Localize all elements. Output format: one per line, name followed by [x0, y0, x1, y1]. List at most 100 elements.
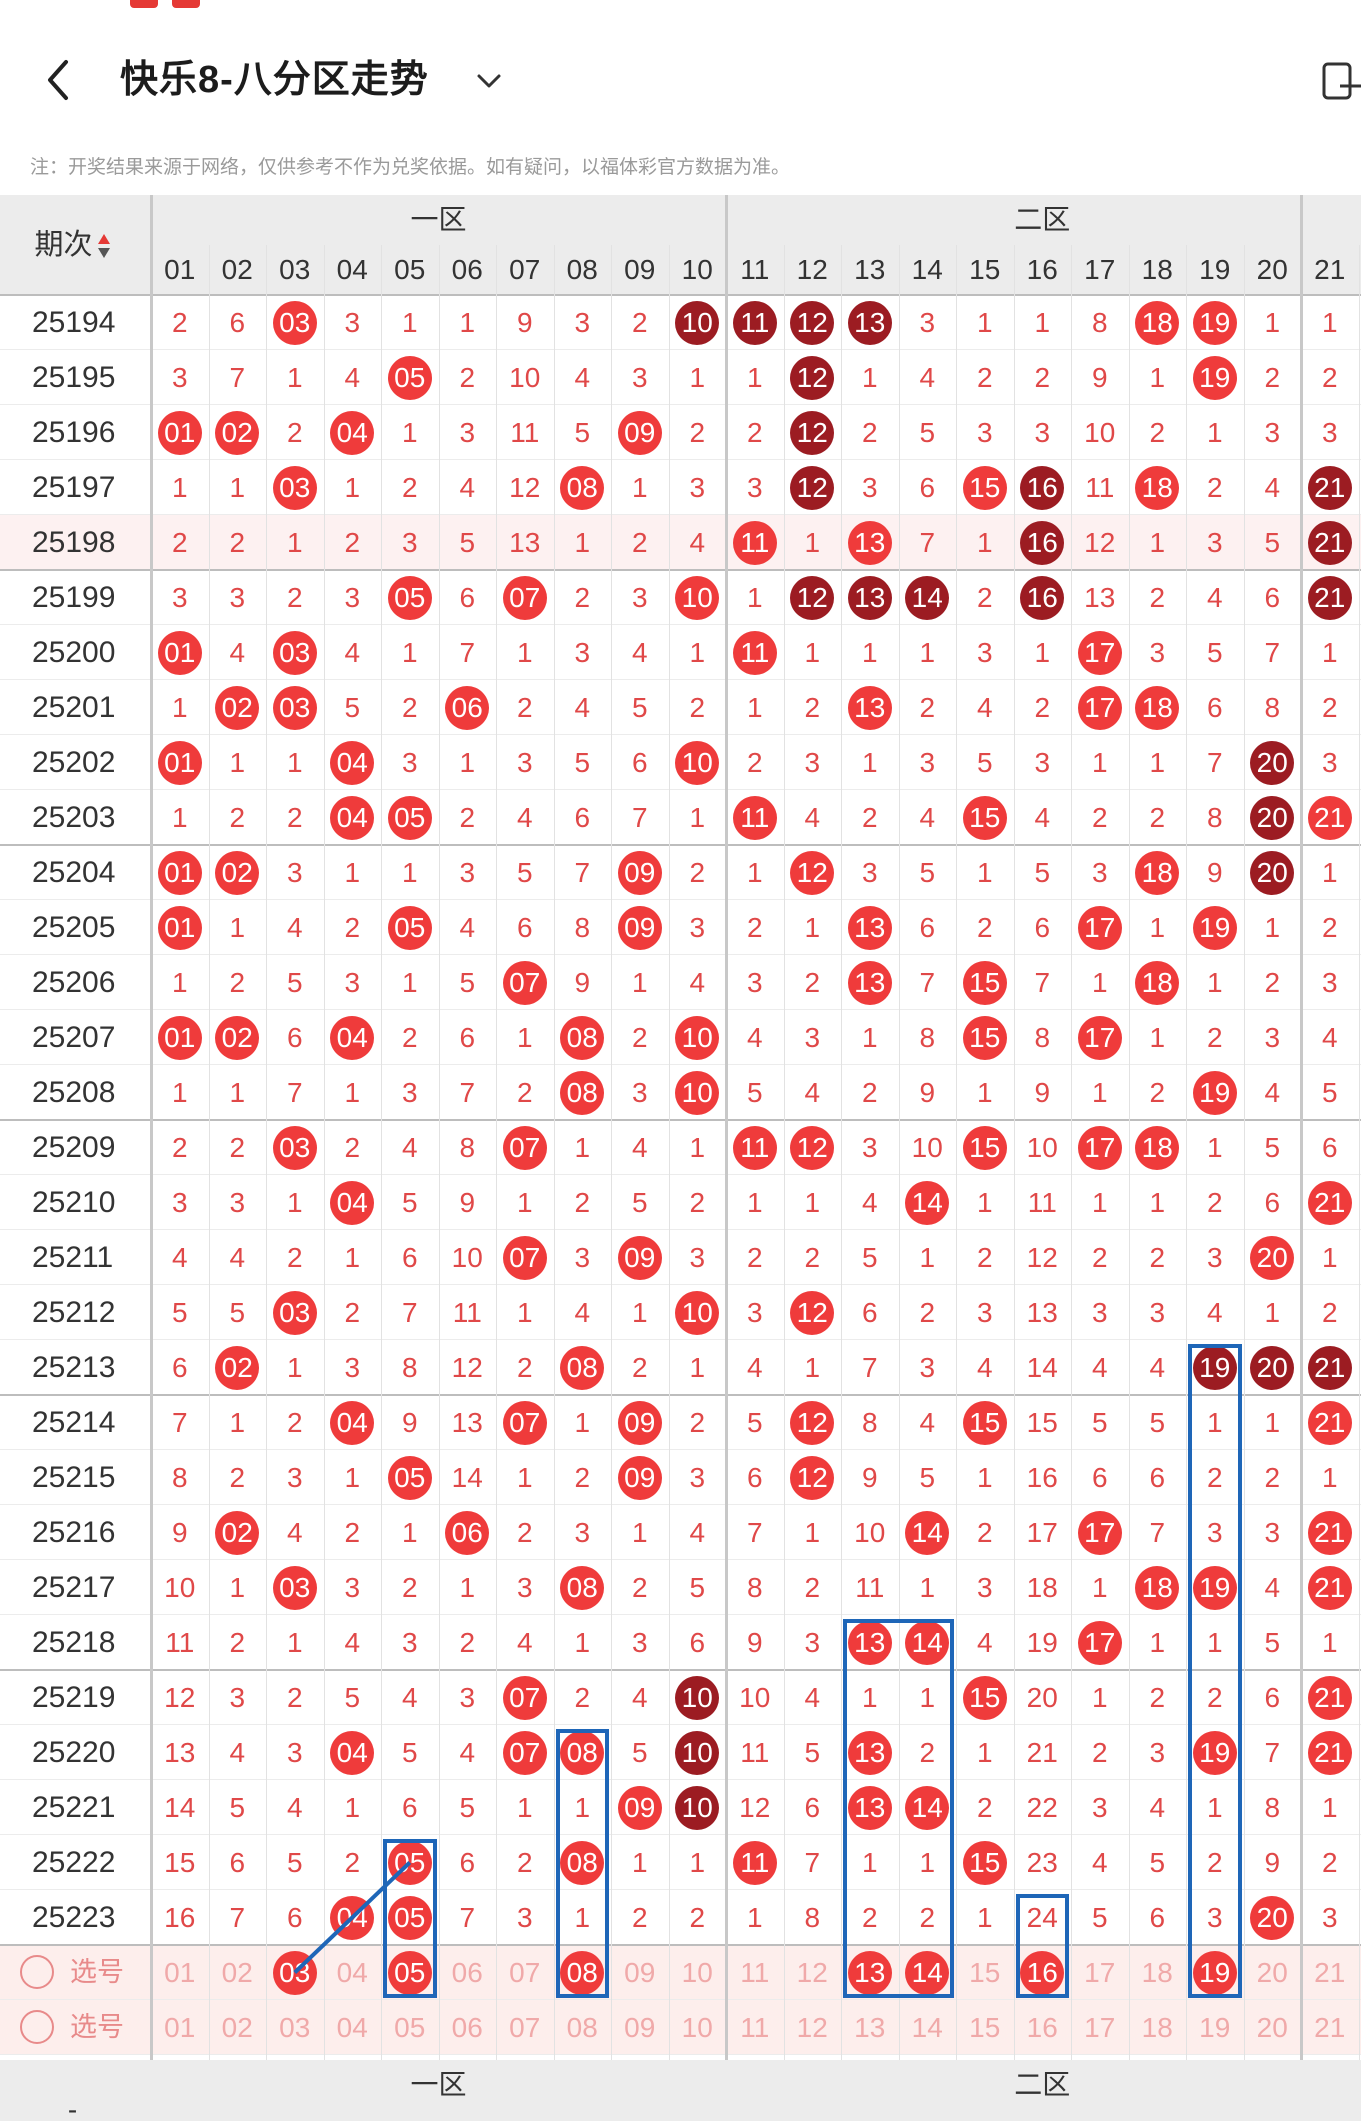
miss-count: 4 — [344, 362, 361, 393]
sort-icon[interactable] — [93, 229, 111, 261]
select-number[interactable]: 15 — [969, 2012, 1001, 2043]
miss-count: 16 — [1026, 1462, 1058, 1493]
issue-header-label[interactable]: 期次 — [34, 229, 93, 261]
device-toggle-icon[interactable] — [1320, 58, 1361, 102]
select-number[interactable]: 06 — [451, 2012, 483, 2043]
miss-count: 4 — [459, 472, 476, 503]
row-divider — [0, 514, 1361, 515]
select-number[interactable]: 07 — [509, 2012, 541, 2043]
select-number[interactable]: 09 — [624, 2012, 656, 2043]
miss-count: 1 — [1264, 307, 1281, 338]
column-divider — [1186, 245, 1187, 2121]
issue-header: 期次 — [0, 195, 145, 295]
select-number[interactable]: 08 — [566, 2012, 598, 2043]
select-number[interactable]: 20 — [1256, 1957, 1288, 1988]
select-number[interactable]: 10 — [681, 2012, 713, 2043]
select-number[interactable]: 19 — [1199, 2012, 1231, 2043]
drawn-number-ball: 19 — [1192, 1070, 1237, 1115]
select-number[interactable]: 07 — [509, 1957, 541, 1988]
select-number[interactable]: 13 — [854, 2012, 886, 2043]
miss-count: 4 — [631, 637, 648, 668]
select-number[interactable]: 17 — [1084, 1957, 1116, 1988]
miss-count: 23 — [1026, 1847, 1058, 1878]
select-number[interactable]: 10 — [681, 1957, 713, 1988]
miss-count: 8 — [1034, 1022, 1051, 1053]
drawn-number-ball: 03 — [272, 630, 317, 675]
select-number[interactable]: 02 — [221, 2012, 253, 2043]
miss-count: 2 — [1264, 1462, 1281, 1493]
drawn-number-ball: 17 — [1077, 1620, 1122, 1665]
miss-count: 1 — [459, 747, 476, 778]
column-header: 06 — [451, 254, 483, 285]
drawn-number-ball[interactable]: 08 — [560, 1950, 605, 1995]
select-number[interactable]: 09 — [624, 1957, 656, 1988]
miss-count: 6 — [1091, 1462, 1108, 1493]
miss-count: 5 — [574, 417, 591, 448]
select-number[interactable]: 18 — [1141, 1957, 1173, 1988]
miss-count: 4 — [286, 1517, 303, 1548]
miss-count: 10 — [509, 362, 541, 393]
miss-count: 3 — [344, 582, 361, 613]
miss-count: 2 — [574, 582, 591, 613]
select-number[interactable]: 05 — [394, 2012, 426, 2043]
select-number[interactable]: 15 — [969, 1957, 1001, 1988]
miss-count: 9 — [401, 1407, 418, 1438]
footer-column-header: 20 — [1244, 2110, 1302, 2121]
drawn-number-ball[interactable]: 19 — [1192, 1950, 1237, 1995]
select-number[interactable]: 03 — [279, 2012, 311, 2043]
select-number[interactable]: 21 — [1314, 2012, 1346, 2043]
column-divider — [668, 245, 670, 2121]
select-number[interactable]: 17 — [1084, 2012, 1116, 2043]
select-number[interactable]: 11 — [740, 2012, 770, 2043]
miss-count: 4 — [1321, 1022, 1338, 1053]
select-number[interactable]: 06 — [451, 1957, 483, 1988]
miss-count: 4 — [631, 1132, 648, 1163]
miss-count: 11 — [452, 1297, 482, 1328]
zone-label: 一区 — [410, 204, 467, 235]
row-divider — [0, 1284, 1361, 1285]
drawn-number-ball: 20 — [1250, 740, 1295, 785]
drawn-number-ball[interactable]: 03 — [272, 1950, 317, 1995]
select-number[interactable]: 02 — [221, 1957, 253, 1988]
miss-count: 2 — [1321, 1847, 1338, 1878]
miss-count: 2 — [976, 1242, 993, 1273]
miss-count: 1 — [401, 857, 418, 888]
drawn-number-ball: 04 — [330, 1180, 375, 1225]
drawn-number-ball[interactable]: 14 — [905, 1950, 950, 1995]
select-number[interactable]: 04 — [336, 2012, 368, 2043]
miss-count: 3 — [401, 747, 418, 778]
back-chevron-icon[interactable] — [40, 58, 80, 102]
select-number[interactable]: 01 — [164, 2012, 196, 2043]
annotation-box — [1015, 1894, 1069, 1998]
miss-count: 5 — [401, 1187, 418, 1218]
select-number[interactable]: 04 — [336, 1957, 368, 1988]
select-number[interactable]: 11 — [740, 1957, 770, 1988]
miss-count: 1 — [229, 1572, 246, 1603]
select-radio[interactable] — [20, 2010, 54, 2044]
drawn-number-ball: 10 — [675, 1785, 720, 1830]
drawn-number-ball: 15 — [962, 960, 1007, 1005]
row-divider — [0, 1449, 1361, 1450]
select-number[interactable]: 01 — [164, 1957, 196, 1988]
drawn-number-ball: 11 — [732, 1840, 777, 1885]
select-number[interactable]: 12 — [796, 1957, 828, 1988]
drawn-number-ball[interactable]: 13 — [847, 1950, 892, 1995]
miss-count: 21 — [1026, 1737, 1058, 1768]
select-radio[interactable] — [20, 1955, 54, 1989]
drawn-number-ball: 17 — [1077, 1015, 1122, 1060]
miss-count: 3 — [804, 1022, 821, 1053]
chevron-down-icon[interactable] — [474, 66, 504, 96]
drawn-number-ball[interactable]: 16 — [1020, 1950, 1065, 1995]
miss-count: 6 — [861, 1297, 878, 1328]
select-number[interactable]: 16 — [1026, 2012, 1058, 2043]
select-number[interactable]: 12 — [796, 2012, 828, 2043]
select-number[interactable]: 14 — [911, 2012, 943, 2043]
select-number[interactable]: 20 — [1256, 2012, 1288, 2043]
miss-count: 1 — [631, 1297, 648, 1328]
miss-count: 4 — [344, 1627, 361, 1658]
miss-count: 1 — [1206, 1407, 1223, 1438]
drawn-number-ball: 17 — [1077, 1125, 1122, 1170]
select-number[interactable]: 18 — [1141, 2012, 1173, 2043]
select-number[interactable]: 21 — [1314, 1957, 1346, 1988]
miss-count: 3 — [976, 637, 993, 668]
